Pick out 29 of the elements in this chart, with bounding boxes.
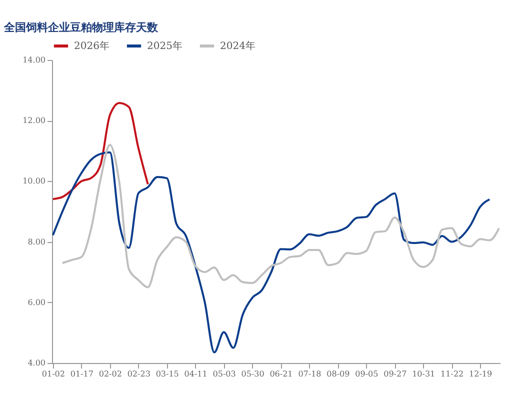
line-series [52,102,149,200]
chart-title: 全国饲料企业豆粕物理库存天数 [3,21,159,34]
legend-label: 2024年 [220,40,256,52]
x-tick-label: 10-31 [412,370,436,378]
x-tick-label: 06-21 [270,370,293,378]
y-tick-label: 8.00 [28,237,46,246]
x-tick-label: 05-30 [241,370,264,378]
x-tick-label: 01-17 [70,370,94,378]
x-tick-label: 09-27 [384,370,407,378]
x-tick-label: 03-15 [156,370,179,378]
x-tick-label: 05-03 [212,370,236,378]
x-tick-label: 02-23 [127,370,150,378]
x-tick-label: 02-02 [98,370,122,378]
y-tick-label: 6.00 [28,298,46,307]
x-tick-label: 11-22 [440,370,464,378]
y-tick-label: 14.00 [22,56,46,64]
x-tick-label: 04-11 [184,370,208,378]
line-series [52,151,491,354]
x-tick-label: 01-02 [42,370,65,378]
y-tick-label: 12.00 [22,116,46,126]
legend-label: 2025年 [147,40,182,52]
x-tick-label: 07-18 [298,370,322,378]
x-tick-label: 09-05 [355,370,378,378]
x-tick-label: 12-19 [469,370,492,378]
y-tick-label: 10.00 [22,176,46,186]
y-tick-label: 4.00 [28,358,46,368]
x-tick-label: 08-09 [326,370,350,378]
legend-label: 2026年 [74,40,110,52]
line-series [61,144,500,288]
